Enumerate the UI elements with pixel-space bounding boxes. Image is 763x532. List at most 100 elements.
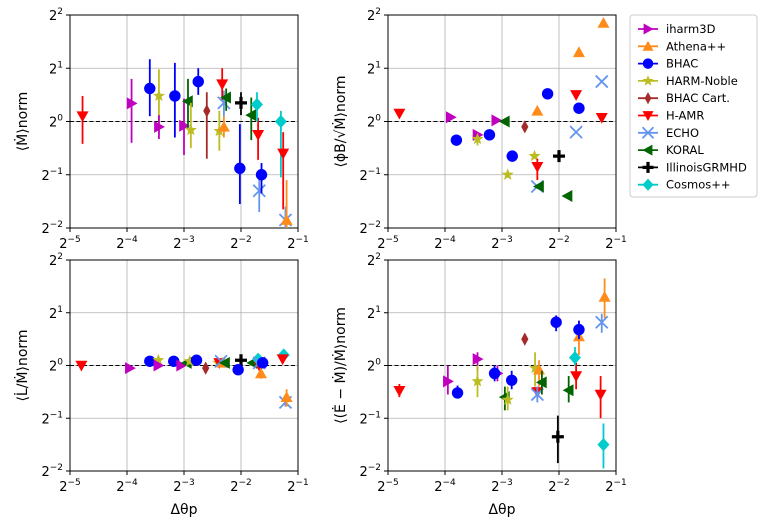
y-tick-label-exp: 2 bbox=[375, 7, 381, 17]
data-point-harm-noble bbox=[501, 386, 514, 411]
data-point-bhac bbox=[573, 102, 585, 114]
data-point-cosmos bbox=[250, 92, 263, 122]
marker-echo bbox=[569, 125, 583, 139]
y-tick-label-base: 2 bbox=[49, 307, 57, 322]
marker-iharm3d bbox=[472, 353, 484, 366]
legend-marker-iharm3d bbox=[643, 23, 654, 35]
y-tick-label-exp: 2 bbox=[375, 252, 381, 262]
marker-h-amr bbox=[595, 112, 608, 124]
x-tick-label-exp: −5 bbox=[68, 478, 81, 488]
data-point-iharm3d bbox=[154, 115, 165, 140]
y-tick-label: 2−1 bbox=[359, 410, 381, 427]
marker-h-amr bbox=[393, 108, 406, 120]
x-tick-label-exp: −4 bbox=[443, 478, 457, 488]
x-tick-label: 2−3 bbox=[491, 235, 513, 252]
x-tick-label-base: 2 bbox=[59, 480, 67, 495]
legend-marker-cosmos bbox=[642, 178, 654, 191]
data-point-athena bbox=[217, 116, 230, 138]
x-tick-label-exp: −2 bbox=[239, 478, 252, 488]
x-tick-label: 2−1 bbox=[605, 478, 627, 495]
marker-bhac bbox=[234, 162, 246, 175]
legend-label: ECHO bbox=[666, 126, 699, 140]
marker-athena bbox=[280, 214, 293, 225]
y-tick-label: 21 bbox=[49, 305, 63, 322]
y-tick-label-base: 2 bbox=[367, 360, 375, 375]
marker-bhac bbox=[232, 364, 244, 376]
data-point-bhac bbox=[488, 365, 501, 382]
x-tick-label-base: 2 bbox=[605, 237, 613, 252]
marker-harm-noble bbox=[184, 123, 197, 136]
x-tick-label: 2−4 bbox=[434, 478, 456, 495]
marker-harm-noble bbox=[471, 132, 484, 145]
marker-h-amr bbox=[75, 360, 88, 372]
marker-iharm3d bbox=[126, 97, 138, 110]
marker-iharm3d bbox=[153, 359, 165, 372]
x-tick-label-exp: −5 bbox=[386, 478, 399, 488]
data-point-koral bbox=[561, 190, 573, 203]
x-tick-label-exp: −1 bbox=[296, 235, 309, 245]
marker-cosmos bbox=[597, 438, 610, 452]
marker-athena bbox=[217, 120, 230, 132]
marker-bhac bbox=[550, 316, 562, 328]
data-point-iharm3d bbox=[125, 362, 136, 375]
y-tick-label: 2−2 bbox=[41, 463, 63, 480]
data-point-athena bbox=[572, 46, 585, 58]
y-tick-label-exp: 1 bbox=[57, 305, 63, 315]
y-tick-label-base: 2 bbox=[41, 169, 49, 184]
data-point-koral bbox=[219, 356, 230, 369]
marker-bhac bbox=[505, 374, 518, 386]
legend-marker-bhac bbox=[642, 58, 654, 69]
data-point-iharm3d bbox=[491, 114, 503, 127]
legend-item-athena: Athena++ bbox=[638, 39, 726, 53]
data-point-bhac bbox=[450, 134, 463, 146]
x-tick-label-base: 2 bbox=[116, 480, 124, 495]
marker-harm-noble bbox=[501, 168, 514, 180]
data-point-cosmos bbox=[274, 110, 287, 178]
data-point-echo bbox=[569, 125, 583, 139]
marker-bhac bbox=[256, 357, 269, 369]
legend-item-harm-noble: HARM-Noble bbox=[638, 74, 738, 88]
y-tick-label-base: 2 bbox=[367, 9, 375, 24]
marker-bhac bbox=[190, 354, 203, 366]
marker-iharm3d bbox=[445, 111, 457, 124]
data-point-bhac bbox=[169, 62, 181, 138]
marker-iharm3d bbox=[179, 119, 190, 132]
x-tick-label: 2−3 bbox=[491, 478, 513, 495]
legend-marker-athena bbox=[642, 40, 654, 51]
y-tick-label-base: 2 bbox=[367, 62, 375, 77]
y-tick-label-base: 2 bbox=[49, 9, 57, 24]
y-axis-label: ⟨(Ė − Ṁ)/Ṁ⟩norm bbox=[331, 307, 349, 424]
x-tick-label-exp: −1 bbox=[296, 478, 309, 488]
marker-bhac-cart bbox=[202, 361, 210, 375]
y-tick-label-exp: −2 bbox=[368, 220, 381, 230]
data-point-koral bbox=[220, 88, 231, 111]
y-tick-label-exp: 0 bbox=[57, 114, 63, 124]
data-point-bhac bbox=[234, 124, 246, 205]
marker-bhac bbox=[488, 367, 501, 380]
legend-item-bhac-cart: BHAC Cart. bbox=[638, 91, 730, 105]
legend-marker-koral bbox=[642, 144, 653, 156]
x-tick-label-exp: −5 bbox=[68, 235, 81, 245]
data-point-h-amr bbox=[252, 117, 265, 160]
marker-iharm3d bbox=[443, 375, 454, 388]
marker-harm-noble bbox=[471, 375, 484, 387]
y-axis-label: ⟨ϕB/√Ṁ⟩norm bbox=[331, 75, 349, 167]
y-axis-label: ⟨L̇/Ṁ⟩norm bbox=[13, 329, 31, 401]
data-point-bhac-cart bbox=[521, 332, 529, 346]
data-point-iharm3d bbox=[153, 359, 165, 372]
legend: iharm3D Athena++ BHAC HARM-Noble BHAC Cart. H… bbox=[629, 14, 758, 198]
y-tick-label-base: 2 bbox=[359, 412, 367, 427]
data-point-illinoisgrmhd bbox=[235, 92, 247, 116]
legend-item-illinoisgrmhd: IllinoisGRMHD bbox=[638, 160, 747, 174]
marker-cosmos bbox=[568, 350, 581, 365]
legend-item-koral: KORAL bbox=[638, 143, 704, 157]
marker-koral bbox=[533, 180, 544, 193]
data-point-illinoisgrmhd bbox=[551, 415, 564, 464]
y-tick-label-exp: −2 bbox=[368, 463, 381, 473]
marker-koral bbox=[535, 376, 547, 389]
y-tick-label-exp: −2 bbox=[50, 220, 63, 230]
x-tick-label-exp: −4 bbox=[443, 235, 457, 245]
y-tick-label-base: 2 bbox=[41, 222, 49, 237]
marker-athena bbox=[531, 104, 544, 116]
